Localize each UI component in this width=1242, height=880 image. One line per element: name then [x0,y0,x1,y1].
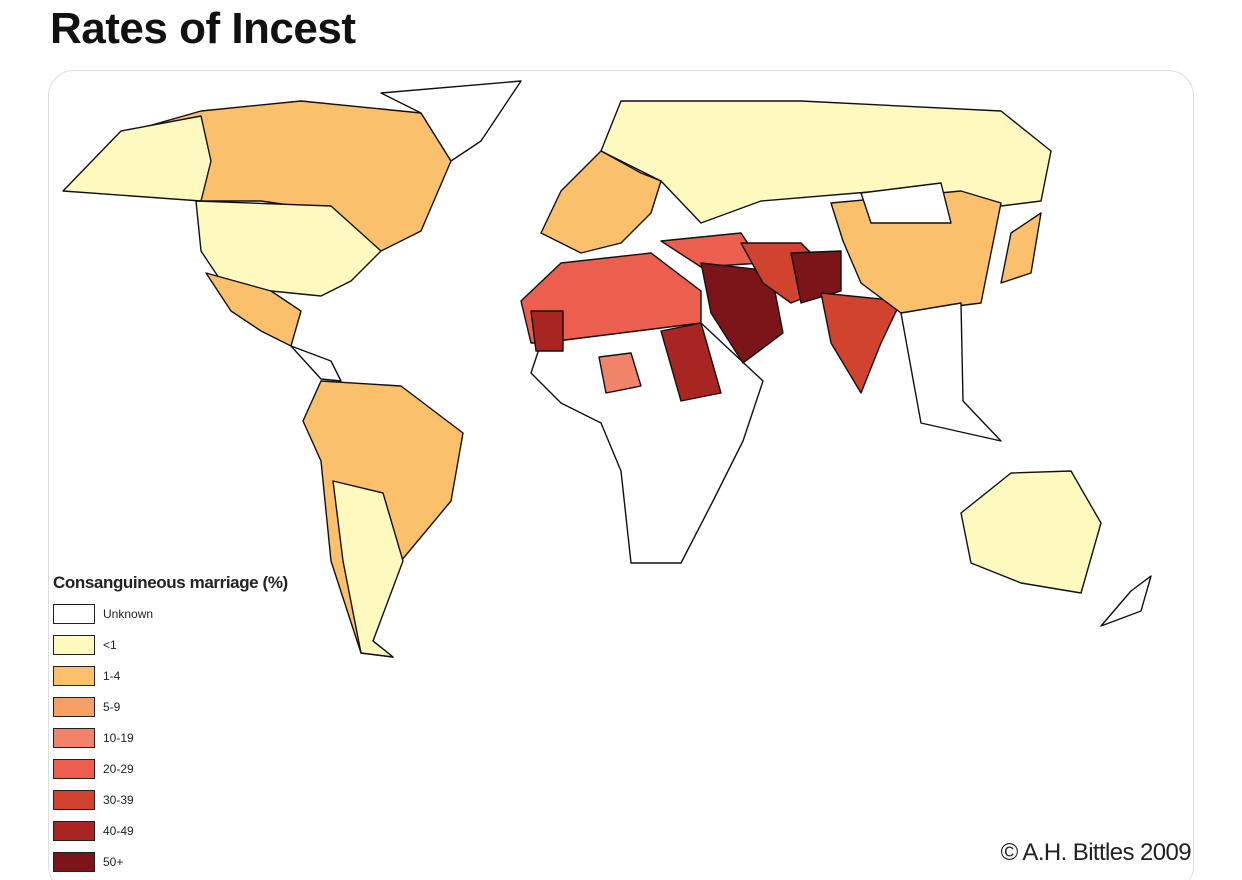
legend-item: 20-29 [53,758,134,780]
legend-item: 50+ [53,851,123,873]
legend-swatch [53,759,95,779]
australia [960,470,1102,594]
japan [1000,212,1042,284]
west-africa [530,310,564,352]
legend-swatch [53,666,95,686]
sub-saharan-africa [530,322,764,564]
new-zealand [1100,575,1152,627]
legend-title: Consanguineous marriage (%) [53,573,288,592]
central-america [290,345,342,382]
legend-swatch [53,852,95,872]
legend-item: <1 [53,634,117,656]
southeast-asia [900,302,1002,442]
pakistan [790,250,842,304]
greenland [380,80,522,162]
legend-item: 5-9 [53,696,120,718]
legend-item: 10-19 [53,727,134,749]
legend-label: 30-39 [103,793,134,807]
world-map [62,80,1152,658]
legend-item: Unknown [53,603,153,625]
legend-swatch [53,635,95,655]
legend-item: 40-49 [53,820,134,842]
legend-label: 1-4 [103,669,121,683]
legend-swatch [53,728,95,748]
sudan [660,322,722,402]
nigeria [598,352,642,394]
legend-label: Unknown [103,607,154,621]
legend-label: 40-49 [103,824,134,838]
legend-swatch [53,821,95,841]
legend-label: <1 [103,638,117,652]
legend-label: 50+ [103,855,124,869]
credit: © A.H. Bittles 2009 [1000,839,1192,866]
usa [195,200,382,297]
map-card: Consanguineous marriage (%) Unknown <1 1-4… [48,70,1194,880]
legend-label: 5-9 [103,700,121,714]
southern-cone [332,480,404,658]
legend-swatch [53,790,95,810]
legend-label: 10-19 [103,731,134,745]
india [820,292,902,394]
legend-swatch [53,604,95,624]
legend-swatch [53,697,95,717]
legend-item: 1-4 [53,665,120,687]
legend-label: 20-29 [103,762,134,776]
mongolia [860,182,952,224]
europe [540,150,662,254]
legend-item: 30-39 [53,789,134,811]
alaska [62,115,212,202]
post-title: Rates of Incest [50,4,356,53]
